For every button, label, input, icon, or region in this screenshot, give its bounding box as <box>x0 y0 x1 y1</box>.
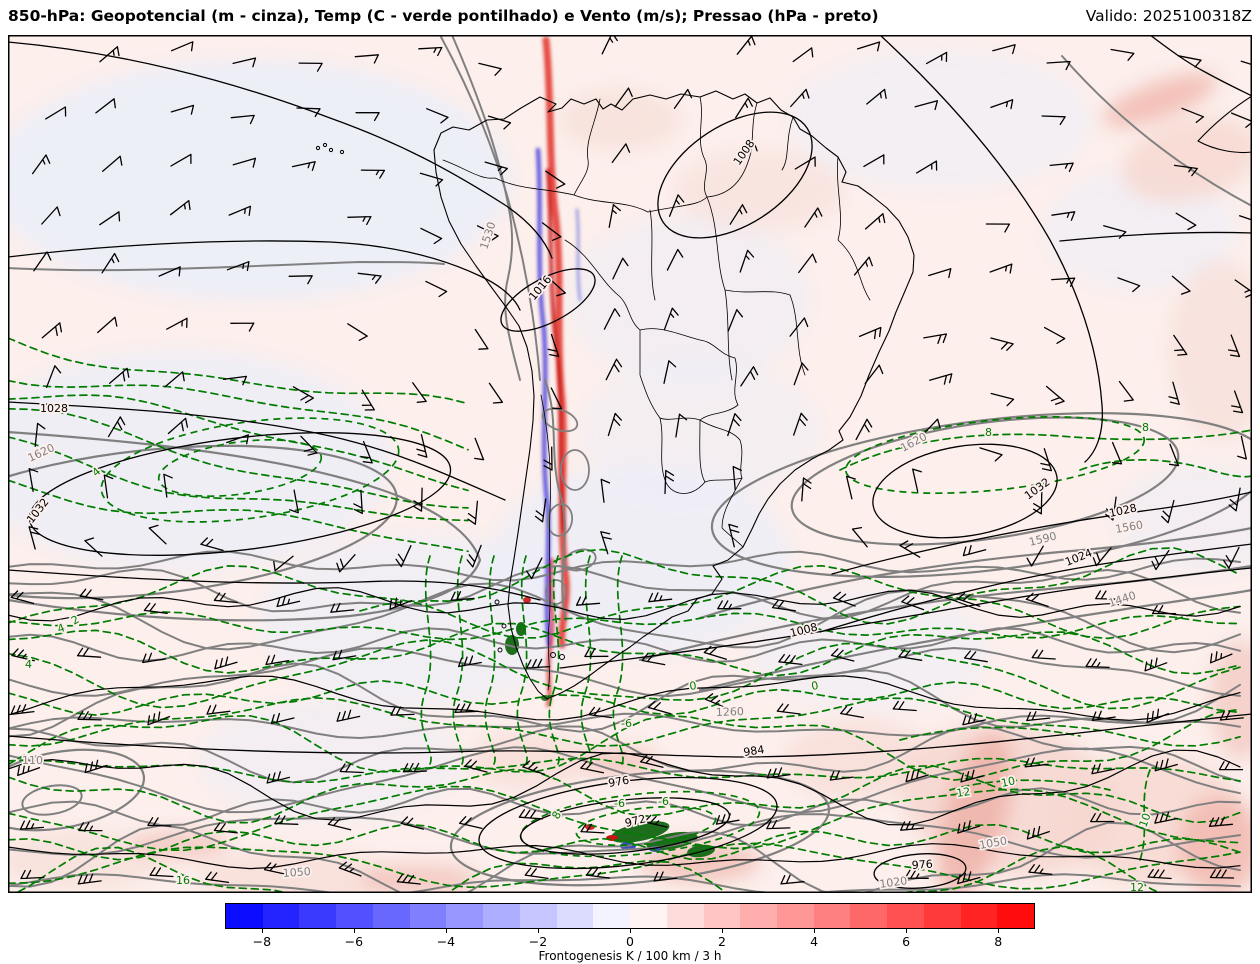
colorbar-segment <box>703 904 741 928</box>
colorbar-segment <box>556 904 594 928</box>
colorbar-segment <box>446 904 484 928</box>
colorbar-segment <box>777 904 814 928</box>
colorbar-tick <box>353 929 355 933</box>
temperature-contour-label: 8 <box>985 426 992 439</box>
geopotential-contour-label: 1050 <box>282 865 311 880</box>
colorbar-tick <box>445 929 447 933</box>
colorbar-segment <box>262 904 300 928</box>
temperature-contour-label: 12 <box>1130 881 1144 893</box>
map-area: 1620 1530 1620 1590 1560 1440 1260 110 1050 1050 1… <box>8 35 1252 893</box>
colorbar-tick-label: 0 <box>626 934 634 949</box>
pressure-contour-label: 976 <box>607 774 630 790</box>
valid-time-label: Valido: 2025100318Z <box>1085 7 1252 25</box>
colorbar-tick <box>906 929 908 933</box>
colorbar-tick-label: 4 <box>810 934 819 949</box>
colorbar-segment <box>850 904 888 928</box>
pressure-contour-label: 984 <box>743 743 766 759</box>
geopotential-contour-label: 1260 <box>716 705 744 719</box>
temperature-contour-label: 12 <box>956 785 972 800</box>
colorbar-tick <box>537 929 539 933</box>
colorbar-segment <box>813 904 851 928</box>
colorbar-tick <box>998 929 1000 933</box>
colorbar-tick-label: 8 <box>994 934 1003 949</box>
colorbar-segment <box>997 904 1035 928</box>
colorbar-tick <box>630 929 631 933</box>
temperature-contour-label: 10 <box>1000 774 1016 790</box>
colorbar-tick-label: 6 <box>902 934 911 949</box>
colorbar-segment <box>299 904 337 928</box>
colorbar-segment <box>887 904 924 928</box>
colorbar-segment <box>960 904 998 928</box>
colorbar-segment <box>593 904 631 928</box>
colorbar-tick <box>722 929 724 933</box>
colorbar-gradient <box>225 903 1035 929</box>
weather-map-canvas: 1620153016201590156014401260110105010501… <box>8 35 1252 893</box>
colorbar-segment <box>336 904 373 928</box>
temperature-contour-label: -6 <box>658 795 669 808</box>
pressure-contour-label: 976 <box>911 858 933 872</box>
colorbar-segment <box>483 904 520 928</box>
temperature-contour-label: 4 <box>25 658 32 671</box>
colorbar-segment <box>372 904 410 928</box>
colorbar-tick-label: −2 <box>528 934 548 949</box>
temperature-contour-label: 16 <box>176 874 190 887</box>
colorbar-label: Frontogenesis K / 100 km / 3 h <box>538 949 722 963</box>
chart-title: 850-hPa: Geopotencial (m - cinza), Temp … <box>8 7 879 25</box>
geopotential-contour-label: 110 <box>22 754 43 767</box>
chart-header: 850-hPa: Geopotencial (m - cinza), Temp … <box>0 0 1260 34</box>
colorbar-segment <box>923 904 961 928</box>
colorbar-segment <box>630 904 667 928</box>
map-frame <box>8 35 1252 893</box>
colorbar-tick-label: −4 <box>436 934 456 949</box>
colorbar-tick-label: 2 <box>718 934 726 949</box>
colorbar-segment <box>226 904 263 928</box>
temperature-contour-label: -6 <box>621 717 632 730</box>
coastlines-borders <box>315 90 1252 700</box>
colorbar-segment <box>409 904 447 928</box>
colorbar: −8 −6 −4 −2 0 2 4 6 8 Frontogenesis K / 100 km /… <box>0 896 1260 964</box>
colorbar-segment <box>519 904 557 928</box>
colorbar-tick-label: −8 <box>252 934 272 949</box>
geopotential-contour-label: 1020 <box>879 874 909 891</box>
colorbar-segment <box>740 904 778 928</box>
pressure-contour-label: 1028 <box>40 402 68 415</box>
temperature-contour-label: -6 <box>614 797 625 810</box>
colorbar-tick <box>261 929 263 933</box>
wind-barbs <box>10 35 1252 885</box>
colorbar-tick <box>814 929 816 933</box>
colorbar-segment <box>666 904 704 928</box>
colorbar-tick-label: −6 <box>344 934 364 949</box>
temperature-contour-label: 8 <box>1142 421 1149 434</box>
